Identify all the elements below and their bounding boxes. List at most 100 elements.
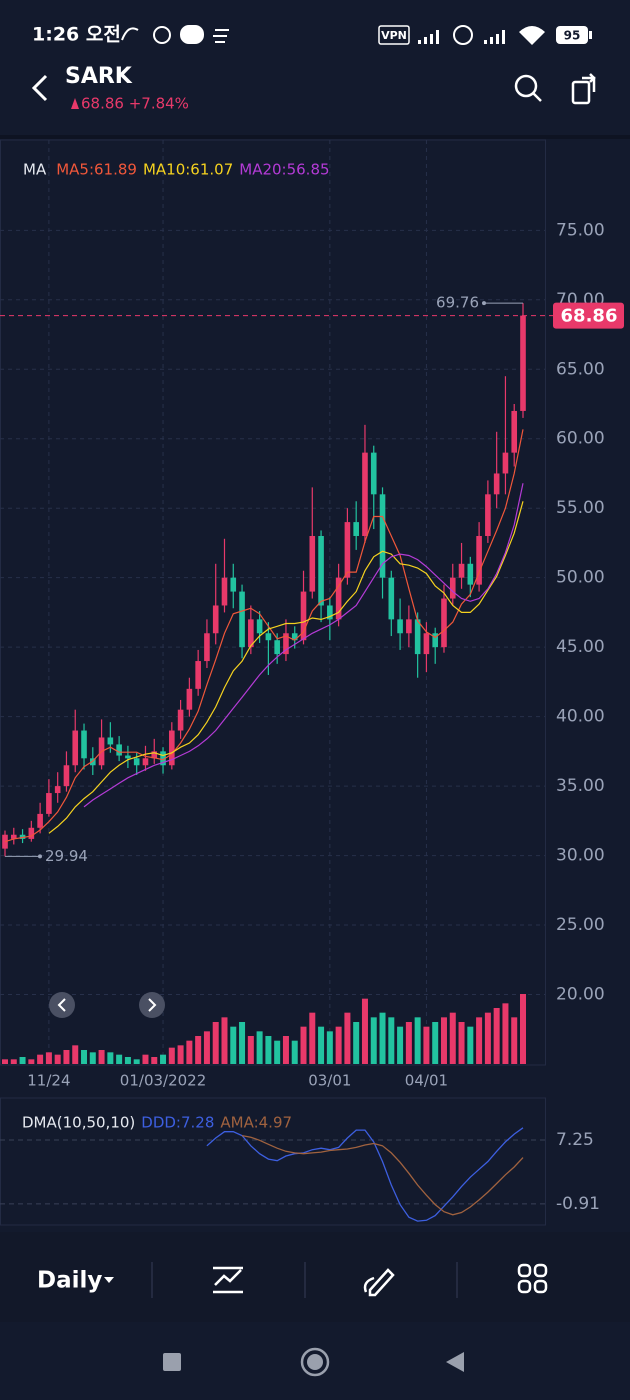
candle-body: [309, 536, 316, 592]
price-chart: 20.00 25.00 30.00 35.00 40.00 45.00 50.00 55.00…: [0, 140, 624, 1222]
volume-bar: [520, 994, 526, 1064]
candle-body: [467, 563, 474, 585]
volume-bar: [344, 1012, 351, 1064]
volume-bar: [397, 1026, 404, 1064]
volume-bar: [449, 1012, 456, 1064]
legend-title: MA: [23, 161, 47, 179]
volume-bar: [37, 1054, 44, 1064]
legend-entry: MA5:61.89: [56, 161, 137, 179]
candle-body: [28, 827, 35, 839]
candle-body: [344, 522, 351, 578]
scroll-left[interactable]: [49, 992, 75, 1018]
candle-body: [511, 410, 518, 453]
candle-body: [230, 577, 237, 592]
indicator-button[interactable]: [213, 1266, 243, 1294]
candle-body: [502, 452, 509, 474]
candle-body: [370, 452, 377, 495]
layout-icon: [533, 1263, 548, 1278]
nav-recent[interactable]: [163, 1353, 181, 1371]
last-price-tag: [553, 302, 624, 329]
volume-bar: [274, 1040, 281, 1064]
candle-body: [81, 730, 87, 759]
volume-bar: [511, 1017, 518, 1064]
nav-home[interactable]: [300, 1347, 330, 1377]
volume-bar: [28, 1059, 35, 1064]
candle-body: [449, 577, 456, 599]
volume-bar: [107, 1052, 114, 1064]
share-button[interactable]: [571, 73, 596, 105]
volume-bar: [116, 1054, 123, 1064]
search-button[interactable]: [514, 74, 542, 102]
mute-icon: [121, 27, 139, 41]
vpn-box: [378, 25, 410, 45]
candle-body: [125, 755, 131, 759]
volume-bar: [335, 1026, 342, 1064]
volume-bar: [160, 1054, 167, 1064]
volume-bar: [54, 1054, 61, 1064]
back-button[interactable]: [31, 74, 48, 102]
candle-body: [221, 577, 228, 606]
y-tick-label: 25.00: [556, 915, 605, 935]
share-icon: [582, 73, 596, 92]
volume-bar: [467, 1026, 474, 1064]
candle-body: [414, 619, 421, 655]
volume-bar: [168, 1047, 175, 1064]
candle-body: [212, 605, 219, 634]
x-tick-label: 04/01: [405, 1072, 448, 1090]
volume-bar: [151, 1057, 158, 1064]
volume-bar: [63, 1050, 70, 1064]
signal-bar: [484, 40, 487, 44]
r-icon: [453, 25, 473, 45]
candle-body: [432, 633, 439, 648]
volume-bar: [440, 1017, 447, 1064]
candle-body: [327, 605, 333, 620]
volume-bar: [2, 1059, 8, 1064]
volume-bar: [309, 1012, 316, 1064]
volume-bar: [81, 1050, 88, 1064]
y-tick-label: 65.00: [556, 359, 605, 379]
app-icon: [213, 29, 229, 43]
layout-button[interactable]: [517, 1263, 548, 1294]
scroll-right-icon: [148, 998, 157, 1012]
candle-body: [107, 737, 114, 745]
candle-body: [379, 494, 386, 578]
layout-icon: [533, 1279, 548, 1294]
candle-body: [274, 640, 280, 655]
candle-body: [186, 688, 193, 710]
legend: MA MA5:61.89 MA10:61.07 MA20:56.85 DMA(10,50…: [22, 161, 330, 1132]
volume-bar: [124, 1057, 131, 1064]
volume-bar: [247, 1036, 254, 1064]
volume-bar: [186, 1040, 193, 1064]
alarm-icon: [153, 26, 171, 44]
scroll-right[interactable]: [139, 992, 165, 1018]
y-tick-label: 45.00: [556, 637, 605, 657]
scroll-left-icon: [57, 998, 66, 1012]
volume-bar: [414, 1017, 421, 1064]
y-tick-label: 35.00: [556, 776, 605, 796]
nav-home-dot: [307, 1354, 323, 1370]
signal-bar: [490, 37, 493, 44]
y-tick-label: 50.00: [556, 568, 605, 588]
candle-body: [195, 661, 201, 689]
y-tick-label: 60.00: [556, 429, 605, 449]
volume-bar: [19, 1057, 26, 1064]
min-dot: [38, 854, 42, 859]
signal-bar: [424, 37, 427, 44]
min-label: 29.94: [45, 847, 88, 865]
toolbar-separators: [151, 1262, 458, 1298]
candle-body: [300, 591, 307, 641]
candle-body: [493, 473, 500, 495]
candle-body: [72, 730, 79, 766]
volume-bar: [476, 1017, 483, 1064]
indicator-title: DMA(10,50,10): [22, 1114, 135, 1132]
nav-back[interactable]: [446, 1352, 464, 1372]
volume-bar: [45, 1052, 52, 1064]
period-selector[interactable]: Daily: [37, 1268, 102, 1294]
legend-entry: DDD:7.28: [141, 1114, 214, 1132]
candle-body: [476, 536, 482, 585]
draw-button[interactable]: [363, 1268, 395, 1297]
candle-body: [520, 315, 526, 411]
candle-body: [37, 813, 43, 828]
volume-bar: [212, 1022, 219, 1064]
